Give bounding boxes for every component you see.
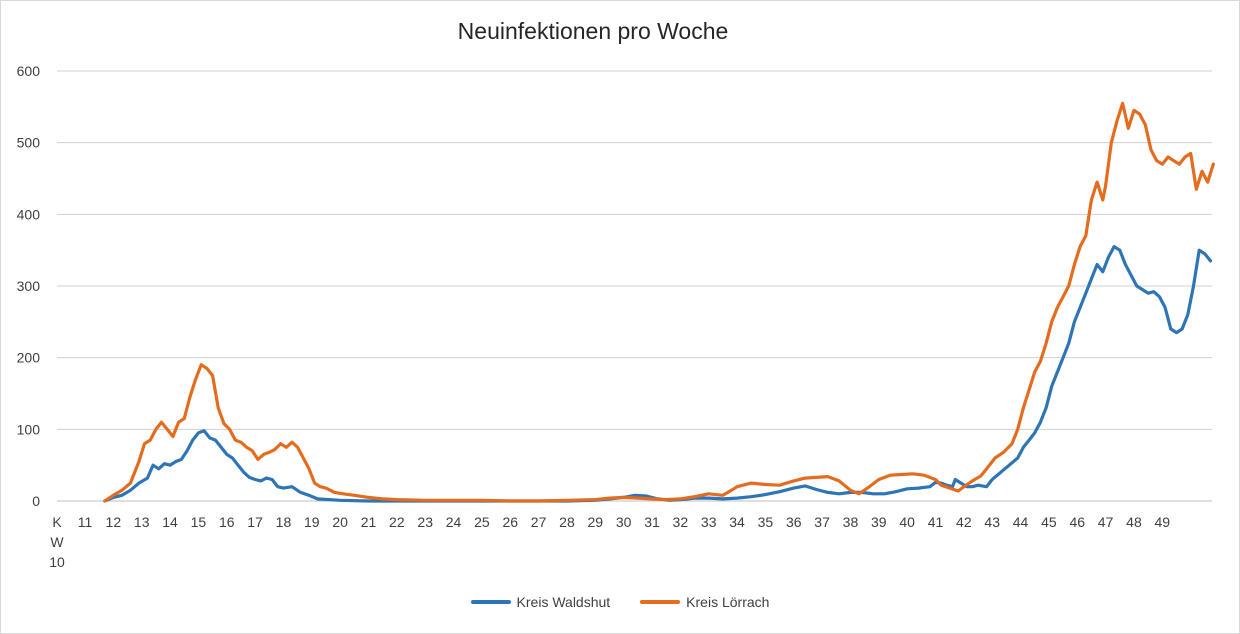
x-tick-label: 16 xyxy=(219,514,235,530)
x-tick-label: 20 xyxy=(332,514,348,530)
x-tick-label: 38 xyxy=(843,514,859,530)
legend-swatch-waldshut xyxy=(470,600,511,604)
legend: Kreis Waldshut Kreis Lörrach xyxy=(0,594,1240,610)
x-tick-label: 34 xyxy=(729,514,745,530)
x-tick-label: 12 xyxy=(106,514,122,530)
y-tick-label: 500 xyxy=(17,135,41,151)
x-tick-label: 15 xyxy=(191,514,207,530)
x-tick-label-kw: K xyxy=(52,514,62,530)
x-tick-label: 18 xyxy=(276,514,292,530)
y-axis-ticks: 0 100 200 300 400 500 600 xyxy=(17,63,41,509)
x-tick-label: 29 xyxy=(588,514,604,530)
x-axis-ticks: KW 10 11 12 13 14 15 16 17 18 19 20 21 22 23 24 25 26 27 28… xyxy=(49,514,1170,570)
x-tick-label: 32 xyxy=(673,514,689,530)
x-tick-label: 37 xyxy=(814,514,830,530)
series-line-waldshut xyxy=(103,245,1213,503)
series-line-loerrach xyxy=(103,101,1215,503)
y-tick-label: 0 xyxy=(32,493,40,509)
x-tick-label: 30 xyxy=(616,514,632,530)
x-tick-label: 48 xyxy=(1126,514,1142,530)
x-tick-label: 31 xyxy=(644,514,660,530)
x-tick-label: 22 xyxy=(389,514,405,530)
x-tick-label: 41 xyxy=(928,514,944,530)
chart-title: Neuinfektionen pro Woche xyxy=(457,18,729,44)
legend-label-loerrach: Kreis Lörrach xyxy=(686,594,770,610)
x-tick-label: 44 xyxy=(1013,514,1029,530)
legend-item-loerrach: Kreis Lörrach xyxy=(640,594,769,610)
x-tick-label: 33 xyxy=(701,514,717,530)
x-tick-label-kw: 10 xyxy=(49,554,65,570)
x-tick-label: 27 xyxy=(531,514,547,530)
x-tick-label: 19 xyxy=(304,514,320,530)
x-tick-label: 49 xyxy=(1155,514,1171,530)
x-tick-label: 23 xyxy=(417,514,433,530)
x-tick-label: 24 xyxy=(446,514,462,530)
x-tick-label: 28 xyxy=(559,514,575,530)
x-tick-label: 11 xyxy=(78,514,93,530)
legend-label-waldshut: Kreis Waldshut xyxy=(516,594,611,610)
legend-swatch-loerrach xyxy=(640,600,681,604)
y-tick-label: 200 xyxy=(17,350,41,366)
y-tick-label: 600 xyxy=(17,63,41,79)
x-tick-label: 14 xyxy=(162,514,178,530)
x-tick-label: 45 xyxy=(1041,514,1057,530)
series-lines xyxy=(103,101,1215,503)
y-tick-label: 400 xyxy=(17,206,41,222)
x-tick-label: 21 xyxy=(361,514,377,530)
x-tick-label: 13 xyxy=(134,514,150,530)
x-tick-label: 26 xyxy=(502,514,518,530)
x-tick-label: 42 xyxy=(956,514,972,530)
x-tick-label: 17 xyxy=(247,514,263,530)
x-tick-label-kw: W xyxy=(50,534,64,550)
x-tick-label: 25 xyxy=(474,514,490,530)
gridlines xyxy=(57,70,1212,502)
x-tick-label: 35 xyxy=(758,514,774,530)
x-tick-label: 43 xyxy=(984,514,1000,530)
legend-item-waldshut: Kreis Waldshut xyxy=(470,594,611,610)
x-tick-label: 40 xyxy=(899,514,915,530)
y-tick-label: 300 xyxy=(17,278,41,294)
y-tick-label: 100 xyxy=(17,421,41,437)
x-tick-label: 36 xyxy=(786,514,802,530)
x-tick-label: 39 xyxy=(871,514,887,530)
x-tick-label: 47 xyxy=(1098,514,1114,530)
x-tick-label: 46 xyxy=(1069,514,1085,530)
